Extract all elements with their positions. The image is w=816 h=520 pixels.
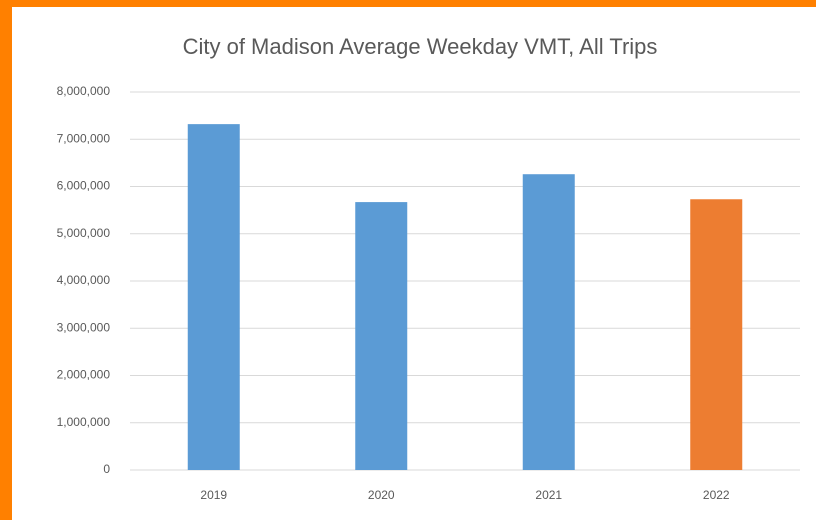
y-tick-label: 5,000,000 [57,226,111,240]
x-tick-label: 2019 [200,488,227,502]
y-tick-label: 2,000,000 [57,368,111,382]
x-tick-label: 2021 [535,488,562,502]
y-tick-label: 4,000,000 [57,273,111,287]
y-tick-label: 0 [103,462,110,476]
y-tick-label: 6,000,000 [57,179,111,193]
frame-top [0,0,816,7]
bar [522,174,575,470]
x-tick-label: 2022 [703,488,730,502]
bar [690,199,743,470]
y-tick-label: 7,000,000 [57,131,111,145]
y-tick-label: 1,000,000 [57,415,111,429]
y-tick-label: 3,000,000 [57,320,111,334]
bar [187,124,240,470]
x-tick-label: 2020 [368,488,395,502]
chart-title: City of Madison Average Weekday VMT, All… [183,34,658,59]
frame-left [0,0,12,520]
bar [355,202,408,470]
y-tick-label: 8,000,000 [57,84,111,98]
